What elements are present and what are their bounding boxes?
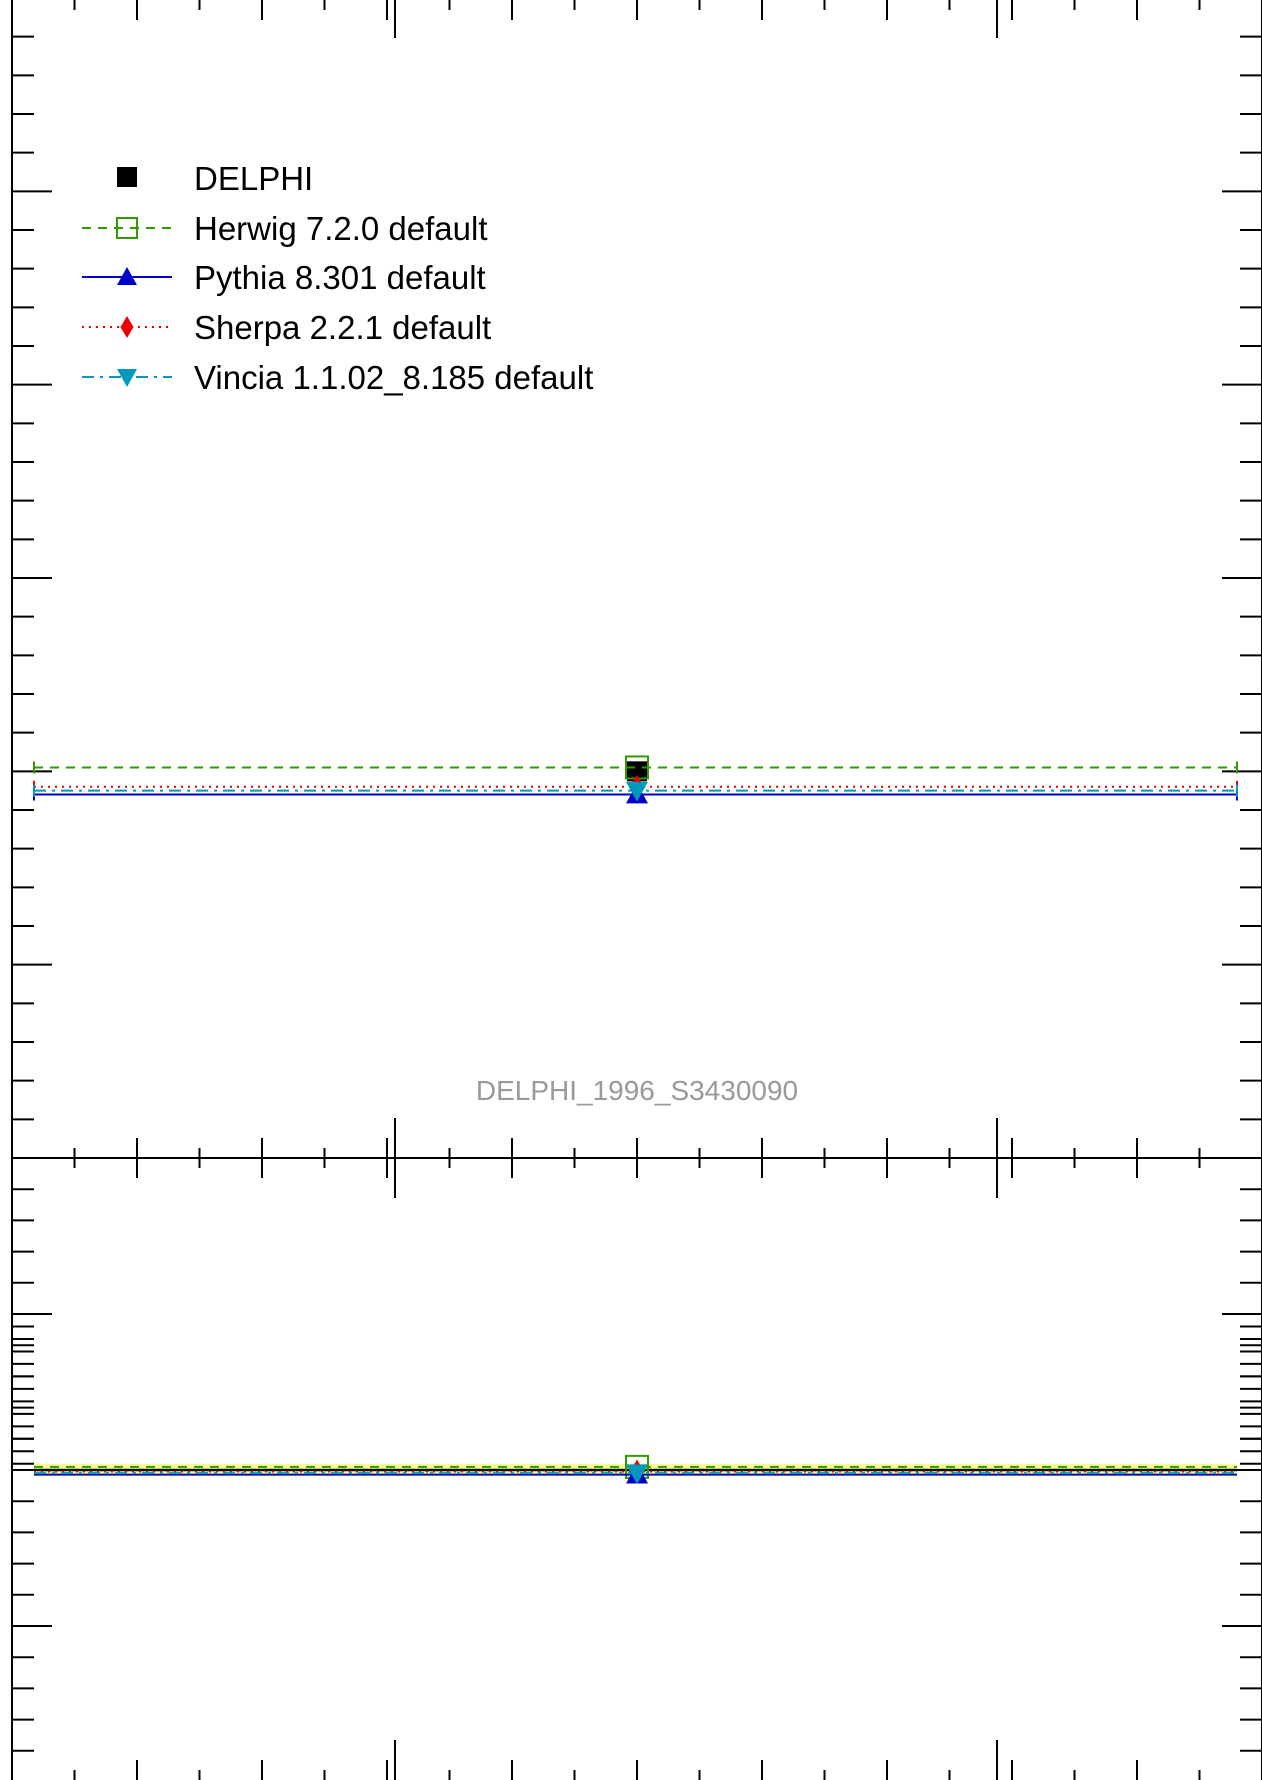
legend-entry-vincia: Vincia 1.1.02_8.185 default xyxy=(82,359,593,396)
legend-label-vincia: Vincia 1.1.02_8.185 default xyxy=(194,359,593,396)
legend-marker-herwig xyxy=(116,217,138,239)
axis-ticks xyxy=(11,0,1262,1780)
legend-label-sherpa: Sherpa 2.2.1 default xyxy=(194,309,491,346)
legend-marker-sherpa xyxy=(120,316,134,338)
legend-marker-vincia xyxy=(117,369,137,387)
legend-marker-delphi xyxy=(117,167,137,187)
legend-entry-herwig: Herwig 7.2.0 default xyxy=(82,210,488,247)
legend-entry-delphi: DELPHI xyxy=(117,160,313,197)
legend-label-delphi: DELPHI xyxy=(194,160,313,197)
legend-symbol-pythia xyxy=(82,267,172,285)
legend-label-pythia: Pythia 8.301 default xyxy=(194,259,486,296)
ratio-panel-series xyxy=(34,1454,1262,1485)
legend-symbol-sherpa xyxy=(82,316,172,338)
legend-entry-sherpa: Sherpa 2.2.1 default xyxy=(82,309,491,346)
legend-entry-pythia: Pythia 8.301 default xyxy=(82,259,486,296)
legend-symbol-herwig xyxy=(82,217,172,239)
legend-symbol-delphi xyxy=(117,167,137,187)
analysis-id-annotation: DELPHI_1996_S3430090 xyxy=(476,1075,798,1106)
legend-marker-pythia xyxy=(117,267,137,285)
series-marker-delphi xyxy=(627,761,647,782)
legend-label-herwig: Herwig 7.2.0 default xyxy=(194,210,488,247)
main-panel-series xyxy=(33,755,1238,804)
legend-symbol-vincia xyxy=(82,369,172,387)
legend: DELPHI Herwig 7.2.0 default Pythia 8.301… xyxy=(82,160,593,396)
ratio-marker-vincia xyxy=(626,1464,648,1485)
series-marker-vincia xyxy=(626,781,648,802)
